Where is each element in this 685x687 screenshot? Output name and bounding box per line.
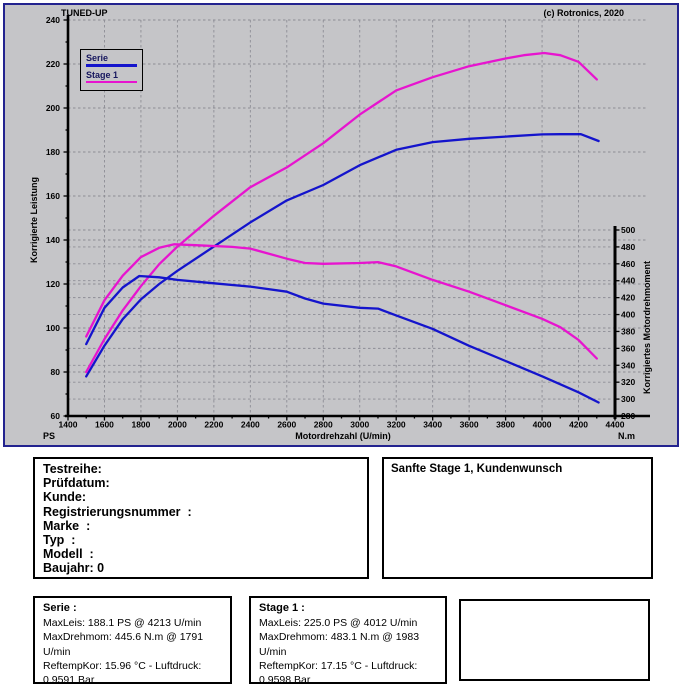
serie-results-title: Serie : [43, 602, 77, 614]
svg-text:360: 360 [621, 343, 635, 353]
vehicle-line-kunde: Kunde: [43, 490, 87, 505]
svg-text:3600: 3600 [460, 420, 479, 430]
vehicle-line-typ: Typ : [43, 533, 76, 548]
comment-box: Sanfte Stage 1, Kundenwunsch [382, 457, 653, 579]
svg-text:320: 320 [621, 377, 635, 387]
svg-text:300: 300 [621, 394, 635, 404]
vehicle-line-testreihe: Testreihe: [43, 462, 102, 476]
svg-text:160: 160 [46, 191, 60, 201]
legend-color-serie [86, 64, 137, 67]
comment-text: Sanfte Stage 1, Kundenwunsch [391, 463, 563, 475]
svg-text:180: 180 [46, 147, 60, 157]
svg-text:80: 80 [51, 367, 61, 377]
vehicle-line-regnummer: Registrierungsnummer : [43, 504, 192, 519]
svg-text:4000: 4000 [533, 420, 552, 430]
svg-text:1400: 1400 [59, 420, 78, 430]
y-axis-right-title: Korrigiertes Motordrehmoment [642, 261, 652, 395]
svg-text:380: 380 [621, 326, 635, 336]
stage1-max-torque: MaxDrehmom: 483.1 N.m @ 1983 U/min [259, 631, 420, 658]
svg-text:4400: 4400 [606, 420, 625, 430]
copyright-text: (c) Rotronics, 2020 [543, 8, 624, 18]
svg-text:60: 60 [51, 411, 61, 421]
y-axis-left-title: Korrigierte Leistung [29, 177, 39, 264]
stage1-results-box: Stage 1 : MaxLeis: 225.0 PS @ 4012 U/min… [249, 596, 447, 687]
vehicle-line-modell: Modell : [43, 547, 94, 562]
svg-text:460: 460 [621, 259, 635, 269]
legend-item-serie: Serie [86, 53, 137, 67]
svg-text:120: 120 [46, 279, 60, 289]
svg-text:2200: 2200 [204, 420, 223, 430]
vehicle-line-baujahr: Baujahr: 0 [43, 561, 105, 576]
svg-text:140: 140 [46, 235, 60, 245]
legend-color-stage1 [86, 80, 137, 83]
svg-text:3400: 3400 [423, 420, 442, 430]
svg-text:4200: 4200 [569, 420, 588, 430]
vehicle-line-marke: Marke : [43, 518, 91, 533]
dyno-plot: 1400 1600 1800 2000 2200 2400 2600 2800 3000 3200… [46, 15, 650, 430]
svg-text:400: 400 [621, 310, 635, 320]
legend-item-stage1: Stage 1 [86, 69, 137, 83]
svg-text:440: 440 [621, 276, 635, 286]
svg-text:240: 240 [46, 15, 60, 25]
svg-text:2400: 2400 [241, 420, 260, 430]
empty-results-box [459, 599, 650, 681]
svg-text:2600: 2600 [277, 420, 296, 430]
svg-text:420: 420 [621, 293, 635, 303]
svg-text:200: 200 [46, 103, 60, 113]
serie-results-box: Serie : MaxLeis: 188.1 PS @ 4213 U/min M… [33, 596, 232, 687]
svg-text:280: 280 [621, 411, 635, 421]
legend-label-serie: Serie [86, 53, 109, 63]
stage1-results-title: Stage 1 : [259, 602, 305, 614]
vehicle-line-pruefdatum: Prüfdatum: [43, 476, 110, 491]
dyno-chart-window: TUNED-UP (c) Rotronics, 2020 1400 1600 180… [3, 3, 679, 447]
window-title: TUNED-UP [61, 8, 108, 18]
legend-label-stage1: Stage 1 [86, 69, 119, 80]
svg-text:1800: 1800 [131, 420, 150, 430]
right-axis-unit: N.m [617, 431, 635, 441]
svg-text:500: 500 [621, 225, 635, 235]
x-axis-title: Motordrehzahl (U/min) [295, 431, 391, 441]
serie-conditions: ReftempKor: 15.96 °C - Luftdruck: 0.9591… [43, 659, 202, 687]
stage1-conditions: ReftempKor: 17.15 °C - Luftdruck: 0.9598… [259, 659, 418, 687]
svg-text:2000: 2000 [168, 420, 187, 430]
serie-max-power: MaxLeis: 188.1 PS @ 4213 U/min [43, 617, 202, 629]
svg-text:220: 220 [46, 59, 60, 69]
svg-text:3800: 3800 [496, 420, 515, 430]
chart-legend: Serie Stage 1 [80, 49, 143, 91]
svg-text:1600: 1600 [95, 420, 114, 430]
serie-max-torque: MaxDrehmom: 445.6 N.m @ 1791 U/min [43, 631, 204, 658]
vehicle-info-box: Testreihe: Prüfdatum: Kunde: Registrieru… [33, 457, 369, 579]
svg-text:480: 480 [621, 242, 635, 252]
stage1-max-power: MaxLeis: 225.0 PS @ 4012 U/min [259, 617, 418, 629]
svg-text:3000: 3000 [350, 420, 369, 430]
svg-text:340: 340 [621, 360, 635, 370]
svg-text:3200: 3200 [387, 420, 406, 430]
svg-text:100: 100 [46, 323, 60, 333]
svg-text:2800: 2800 [314, 420, 333, 430]
left-axis-unit: PS [43, 431, 56, 441]
